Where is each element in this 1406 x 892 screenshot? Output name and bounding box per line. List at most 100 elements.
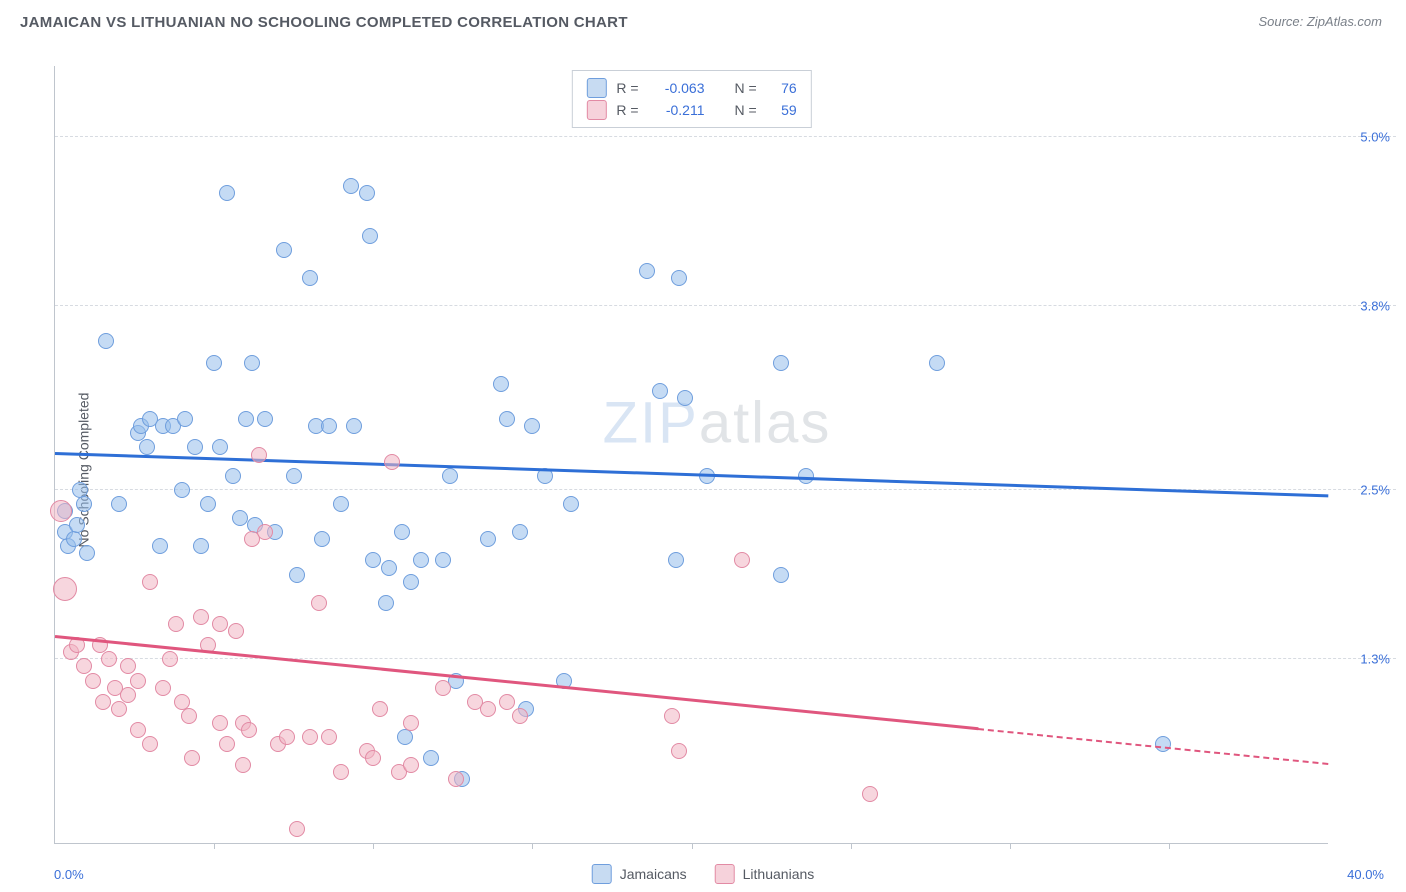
jamaican-point xyxy=(257,411,273,427)
jamaican-point xyxy=(76,496,92,512)
r-value: -0.063 xyxy=(649,77,705,99)
watermark-part2: atlas xyxy=(699,391,832,456)
lithuanian-point xyxy=(101,651,117,667)
lithuanian-point xyxy=(435,680,451,696)
jamaican-point xyxy=(139,439,155,455)
r-value: -0.211 xyxy=(649,99,705,121)
x-tick xyxy=(532,843,533,849)
jamaican-point xyxy=(671,270,687,286)
lithuanian-point xyxy=(289,821,305,837)
lithuanian-point xyxy=(480,701,496,717)
jamaican-point xyxy=(152,538,168,554)
jamaican-point xyxy=(359,185,375,201)
jamaican-point xyxy=(639,263,655,279)
jamaican-point xyxy=(206,355,222,371)
lithuanian-point xyxy=(120,687,136,703)
x-tick xyxy=(851,843,852,849)
x-axis-max-label: 40.0% xyxy=(1347,867,1384,882)
watermark: ZIPatlas xyxy=(603,390,832,457)
lithuanian-point xyxy=(671,743,687,759)
jamaican-point xyxy=(677,390,693,406)
x-tick xyxy=(692,843,693,849)
jamaican-point xyxy=(346,418,362,434)
jamaican-point xyxy=(219,185,235,201)
lithuanian-point xyxy=(212,715,228,731)
y-tick-label: 5.0% xyxy=(1360,129,1390,144)
lithuanian-point xyxy=(130,673,146,689)
jamaican-point xyxy=(362,228,378,244)
lithuanian-point xyxy=(95,694,111,710)
x-axis-min-label: 0.0% xyxy=(54,867,84,882)
y-tick-label: 2.5% xyxy=(1360,482,1390,497)
lithuanian-point xyxy=(53,577,77,601)
legend-item: Jamaicans xyxy=(592,864,687,884)
lithuanian-point xyxy=(130,722,146,738)
lithuanian-point xyxy=(76,658,92,674)
jamaican-point xyxy=(69,517,85,533)
jamaican-point xyxy=(187,439,203,455)
lithuanian-point xyxy=(734,552,750,568)
stats-row: R =-0.211N =59 xyxy=(586,99,796,121)
lithuanian-point xyxy=(193,609,209,625)
jamaican-point xyxy=(512,524,528,540)
jamaican-point xyxy=(773,355,789,371)
jamaican-point xyxy=(480,531,496,547)
lithuanian-point xyxy=(448,771,464,787)
jamaican-point xyxy=(397,729,413,745)
lithuanian-trendline xyxy=(978,728,1328,765)
stats-row: R =-0.063N =76 xyxy=(586,77,796,99)
jamaican-point xyxy=(394,524,410,540)
jamaican-point xyxy=(193,538,209,554)
jamaican-point xyxy=(79,545,95,561)
jamaican-point xyxy=(177,411,193,427)
jamaican-point xyxy=(289,567,305,583)
lithuanian-point xyxy=(228,623,244,639)
jamaican-point xyxy=(798,468,814,484)
jamaican-point xyxy=(499,411,515,427)
stats-swatch xyxy=(586,78,606,98)
y-tick-label: 1.3% xyxy=(1360,652,1390,667)
jamaican-point xyxy=(212,439,228,455)
lithuanian-point xyxy=(235,757,251,773)
x-tick xyxy=(1010,843,1011,849)
legend-label: Lithuanians xyxy=(743,866,815,882)
jamaican-point xyxy=(343,178,359,194)
jamaican-point xyxy=(365,552,381,568)
n-value: 76 xyxy=(767,77,797,99)
jamaican-point xyxy=(321,418,337,434)
jamaican-point xyxy=(413,552,429,568)
jamaican-point xyxy=(276,242,292,258)
jamaican-point xyxy=(238,411,254,427)
lithuanian-point xyxy=(184,750,200,766)
jamaican-point xyxy=(378,595,394,611)
jamaican-point xyxy=(302,270,318,286)
jamaican-point xyxy=(773,567,789,583)
legend-item: Lithuanians xyxy=(715,864,815,884)
jamaican-point xyxy=(111,496,127,512)
lithuanian-point xyxy=(499,694,515,710)
lithuanian-point xyxy=(384,454,400,470)
lithuanian-point xyxy=(111,701,127,717)
jamaican-point xyxy=(1155,736,1171,752)
jamaican-point xyxy=(652,383,668,399)
jamaican-point xyxy=(524,418,540,434)
lithuanian-point xyxy=(219,736,235,752)
jamaican-point xyxy=(929,355,945,371)
jamaican-point xyxy=(66,531,82,547)
gridline xyxy=(55,305,1396,306)
jamaican-point xyxy=(244,355,260,371)
lithuanian-point xyxy=(279,729,295,745)
jamaican-point xyxy=(225,468,241,484)
gridline xyxy=(55,658,1396,659)
lithuanian-point xyxy=(50,500,72,522)
lithuanian-point xyxy=(512,708,528,724)
x-tick xyxy=(214,843,215,849)
lithuanian-point xyxy=(664,708,680,724)
jamaican-point xyxy=(333,496,349,512)
stats-swatch xyxy=(586,100,606,120)
lithuanian-point xyxy=(251,447,267,463)
lithuanian-point xyxy=(403,757,419,773)
lithuanian-point xyxy=(168,616,184,632)
lithuanian-point xyxy=(241,722,257,738)
plot-region: ZIPatlas R =-0.063N =76R =-0.211N =59 5.… xyxy=(54,66,1328,844)
